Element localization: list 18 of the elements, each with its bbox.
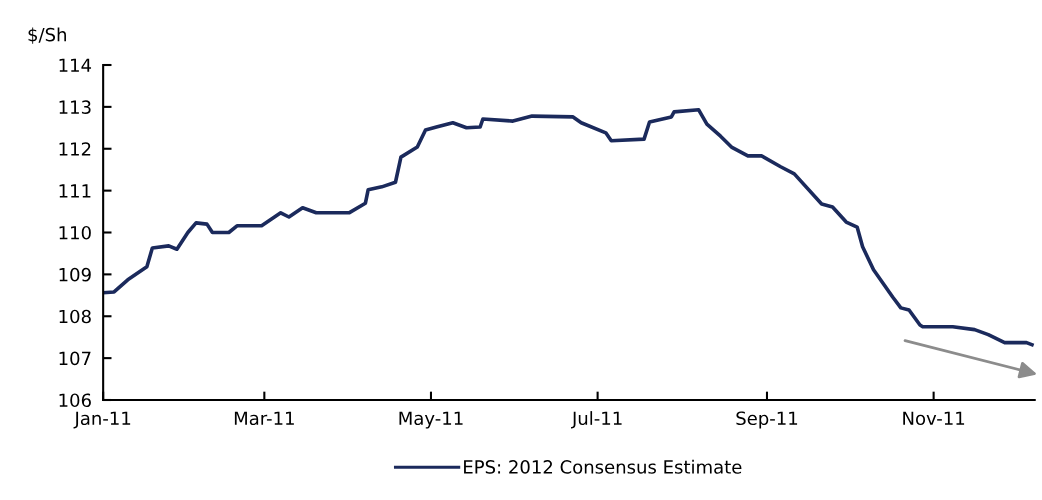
x-tick-label: May-11 (399, 411, 463, 429)
x-tick-label: Mar-11 (234, 411, 294, 426)
x-tick-label: Nov-11 (903, 411, 965, 426)
y-tick-label: 108 (59, 309, 91, 324)
y-tick-label: 107 (59, 351, 91, 366)
y-tick-label: 109 (59, 267, 91, 282)
y-tick-label: 113 (59, 100, 91, 114)
x-tick-label: Sep-11 (736, 411, 798, 429)
y-tick-label: 106 (59, 393, 91, 408)
y-tick-label: 110 (59, 225, 91, 240)
x-tick-label: Jan-11 (73, 411, 131, 429)
line-series (103, 108, 1034, 347)
legend-label: EPS: 2012 Consensus Estimate (464, 459, 742, 474)
y-axis-title: $/Sh (28, 27, 66, 44)
x-tick-label: Jul-11 (571, 411, 622, 429)
y-tick-label: 111 (59, 184, 91, 198)
y-tick-label: 114 (59, 58, 92, 72)
y-tick-label: 112 (59, 142, 91, 156)
